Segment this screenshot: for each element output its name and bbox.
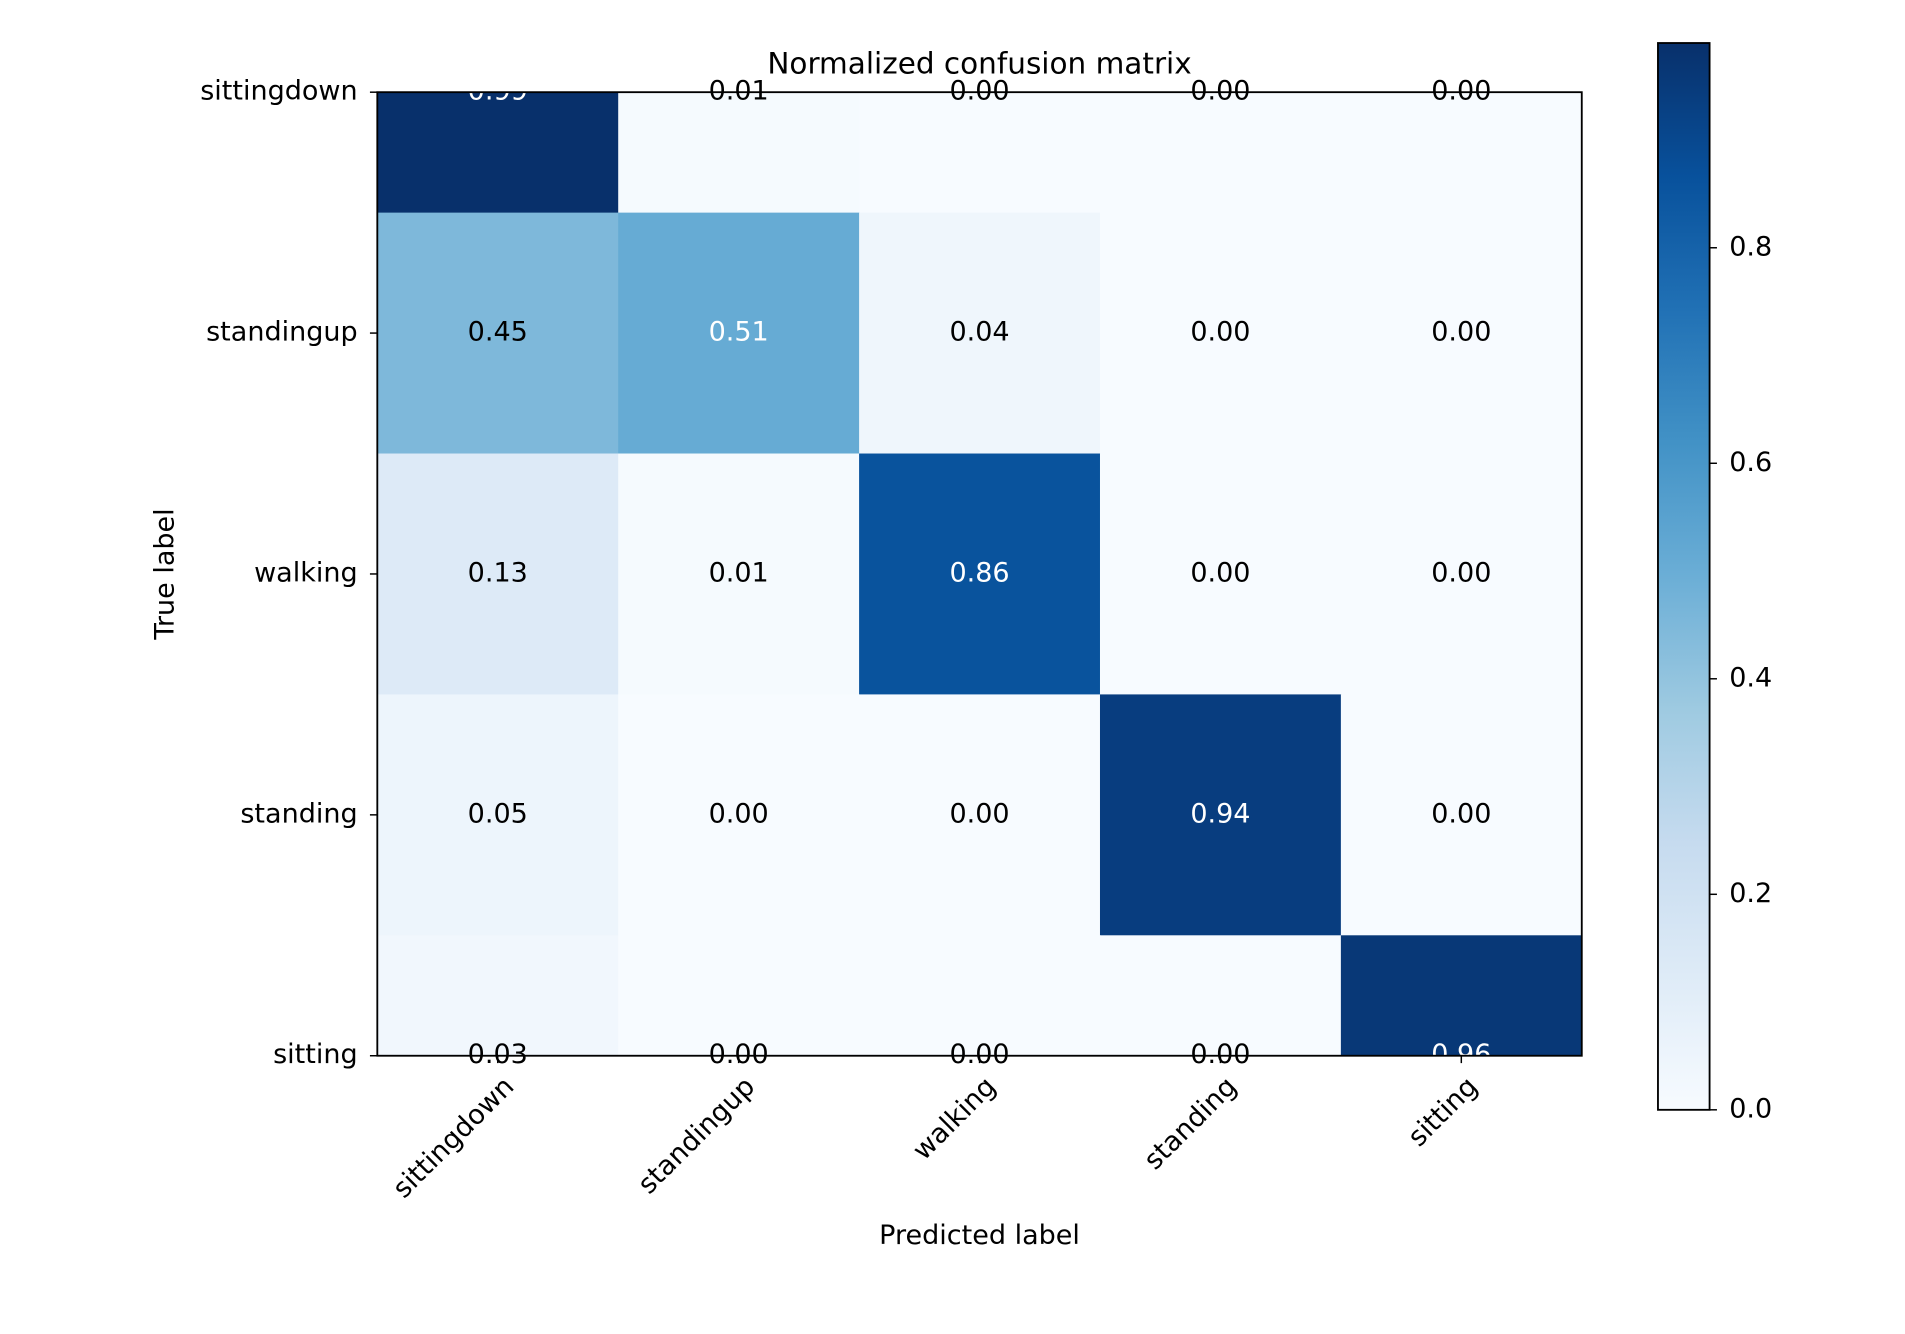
cell [1099,935,1342,1056]
cell-label: 0.45 [468,317,528,348]
cell [859,935,1101,1056]
colorbar-tick-label: 0.0 [1729,1093,1772,1124]
cells [377,92,1582,1056]
y-tick-label: sittingdown [200,76,357,107]
cell [377,212,619,455]
cell [377,453,619,696]
cell [618,92,860,214]
cell-label: 0.00 [1190,1039,1250,1070]
cell [618,212,860,455]
cell-label: 0.04 [949,317,1009,348]
colorbar [1657,42,1711,1111]
cell-label: 0.03 [468,1039,528,1070]
cell-label: 0.00 [1431,317,1491,348]
cell [1340,453,1582,696]
y-tick-label: standing [240,798,357,829]
cell [1099,92,1342,214]
y-tick-label: sitting [273,1039,358,1070]
cell-label: 0.01 [709,76,769,107]
cell [618,694,860,936]
cell [377,694,619,936]
colorbar-tick-label: 0.6 [1729,447,1772,478]
colorbar-tick-label: 0.8 [1729,231,1772,262]
cell [1340,935,1582,1056]
cell-label: 0.00 [1431,557,1491,588]
cell [377,935,619,1056]
cell-label: 0.99 [468,76,528,107]
x-axis-label: Predicted label [879,1220,1080,1251]
y-tick-label: standingup [206,317,358,348]
cell-label: 0.94 [1190,798,1250,829]
cell-label: 0.96 [1431,1039,1491,1070]
cell-label: 0.00 [949,1039,1009,1070]
cell [618,935,860,1056]
cell-label: 0.05 [468,798,528,829]
cell [1340,212,1582,455]
cell-label: 0.00 [709,1039,769,1070]
y-axis-label: True label [149,508,180,640]
colorbar-tick-label: 0.2 [1729,878,1772,909]
cell-label: 0.13 [468,557,528,588]
cell-label: 0.00 [1190,317,1250,348]
cell-label: 0.00 [1431,798,1491,829]
cell [1340,92,1582,214]
cell [377,92,619,214]
cell [1099,212,1342,455]
y-tick-label: walking [254,557,358,588]
cell [1340,694,1582,936]
chart-title: Normalized confusion matrix [767,47,1191,81]
cell-label: 0.00 [709,798,769,829]
cell [859,92,1101,214]
cell-label: 0.00 [1190,557,1250,588]
cell-label: 0.00 [1190,76,1250,107]
cell [859,212,1101,455]
cell-label: 0.00 [1431,76,1491,107]
cell [859,694,1101,936]
cell-label: 0.01 [709,557,769,588]
colorbar-tick-label: 0.4 [1729,662,1772,693]
cell-label: 0.00 [949,798,1009,829]
cell [618,453,860,696]
cell-label: 0.51 [709,317,769,348]
cell-label: 0.00 [949,76,1009,107]
cell [1099,453,1342,696]
cell [1099,694,1342,936]
cell-label: 0.86 [949,557,1009,588]
cell [859,453,1101,696]
